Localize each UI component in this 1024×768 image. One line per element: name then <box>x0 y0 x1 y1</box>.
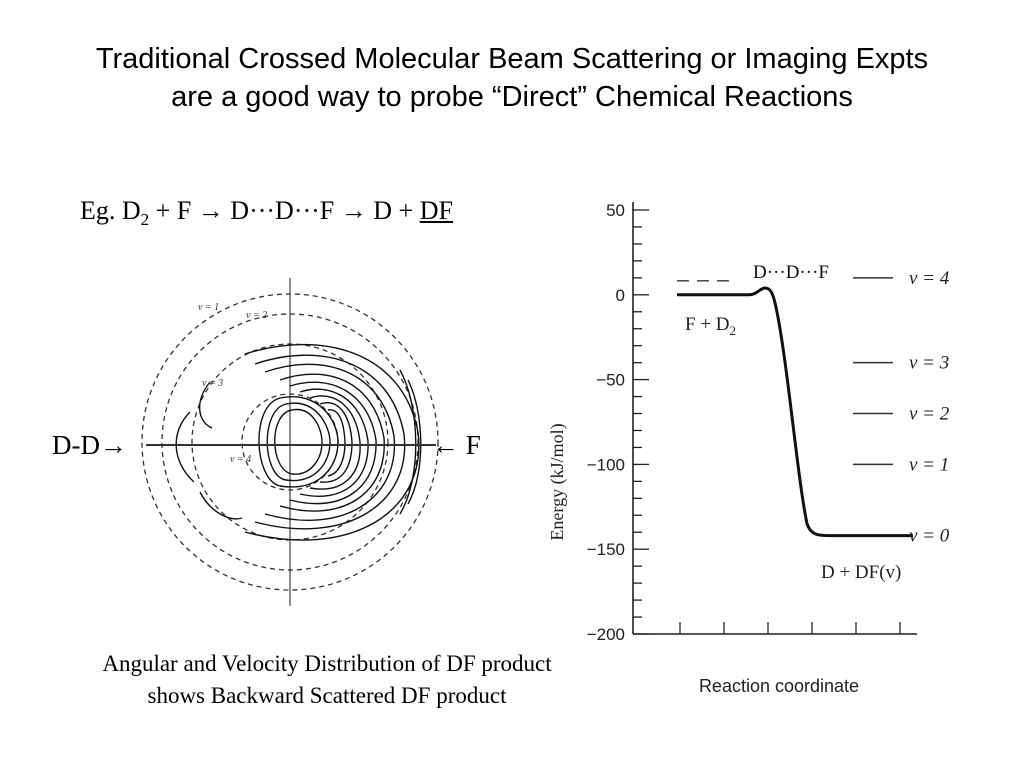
contour-7 <box>309 395 361 490</box>
y-tick-label: 0 <box>616 286 625 305</box>
slide-title: Traditional Crossed Molecular Beam Scatt… <box>0 40 1024 116</box>
y-tick-label: −200 <box>587 625 625 644</box>
contour-outer-lobe <box>407 379 422 505</box>
y-tick-label: −100 <box>587 455 625 474</box>
contour-left-1 <box>175 411 195 483</box>
left-beam-label: D-D→ <box>52 430 127 460</box>
reactant-label-sub: 2 <box>730 323 737 338</box>
reaction-equation: Eg. D2 + F → D···D···F → D + DF <box>80 196 453 230</box>
vibrational-level-label: v = 1 <box>909 454 949 475</box>
equation-prefix: Eg. D <box>80 196 141 225</box>
x-axis-label: Reaction coordinate <box>699 676 859 696</box>
reactant-label-text: F + D <box>685 314 730 335</box>
beam-line <box>146 444 436 446</box>
vibrational-level-label: v = 4 <box>909 268 950 289</box>
equation-product: DF <box>419 196 453 225</box>
contour-core-2 <box>266 402 331 482</box>
y-tick-label: 50 <box>606 201 625 220</box>
ring-label-v2: v = 2 <box>246 310 267 321</box>
energy-diagram: Energy (kJ/mol) Reaction coordinate D···… <box>547 201 950 696</box>
contour-3 <box>264 363 396 521</box>
energy-plot-area: 50 0 −50 −100 −150 −200 v = 4 v = 3 v = 2 v = 1 v … <box>587 201 950 644</box>
ring-label-v4: v = 4 <box>230 454 251 465</box>
contour-4 <box>279 373 385 512</box>
caption-line-2: shows Backward Scattered DF product <box>147 683 507 708</box>
reactant-label: F + D2 <box>685 314 736 338</box>
ring-v1 <box>141 293 439 591</box>
vibrational-level-label: v = 2 <box>909 404 950 425</box>
ring-label-v3: v = 3 <box>202 378 223 389</box>
contour-8 <box>319 402 353 483</box>
contour-6 <box>299 388 369 497</box>
y-tick-label: −50 <box>596 371 625 390</box>
contour-outer-lobe-2 <box>399 369 417 515</box>
title-line-2: are a good way to probe “Direct” Chemica… <box>171 81 853 113</box>
contour-1 <box>244 343 420 541</box>
contour-5 <box>289 381 377 505</box>
scattering-contour-plot: v = 1 v = 2 v = 3 v = 4 <box>141 278 439 606</box>
contour-left-3 <box>199 491 243 520</box>
ring-v2 <box>161 313 419 571</box>
vibrational-level-label: v = 3 <box>909 353 949 374</box>
reaction-profile-curve <box>677 286 913 538</box>
ring-label-v1: v = 1 <box>198 302 219 313</box>
vibrational-level-label: v = 0 <box>909 526 950 547</box>
right-beam-label: ← F <box>432 430 481 460</box>
contour-lines <box>175 343 422 541</box>
caption-line-1: Angular and Velocity Distribution of DF … <box>102 651 552 676</box>
title-line-1: Traditional Crossed Molecular Beam Scatt… <box>95 43 929 75</box>
product-label: D + DF(v) <box>821 562 901 583</box>
contour-2 <box>254 354 406 530</box>
y-axis-label: Energy (kJ/mol) <box>547 423 568 540</box>
y-tick-label: −150 <box>587 540 625 559</box>
equation-middle: + F → D···D···F → D + <box>149 196 420 225</box>
contour-9 <box>327 409 346 477</box>
contour-left-2 <box>199 381 213 429</box>
transition-state-label: D···D···F <box>753 262 829 283</box>
contour-core-3 <box>274 408 323 475</box>
contour-core-1 <box>258 396 339 488</box>
equation-subscript: 2 <box>140 210 150 230</box>
figure-caption: Angular and Velocity Distribution of DF … <box>40 648 614 712</box>
